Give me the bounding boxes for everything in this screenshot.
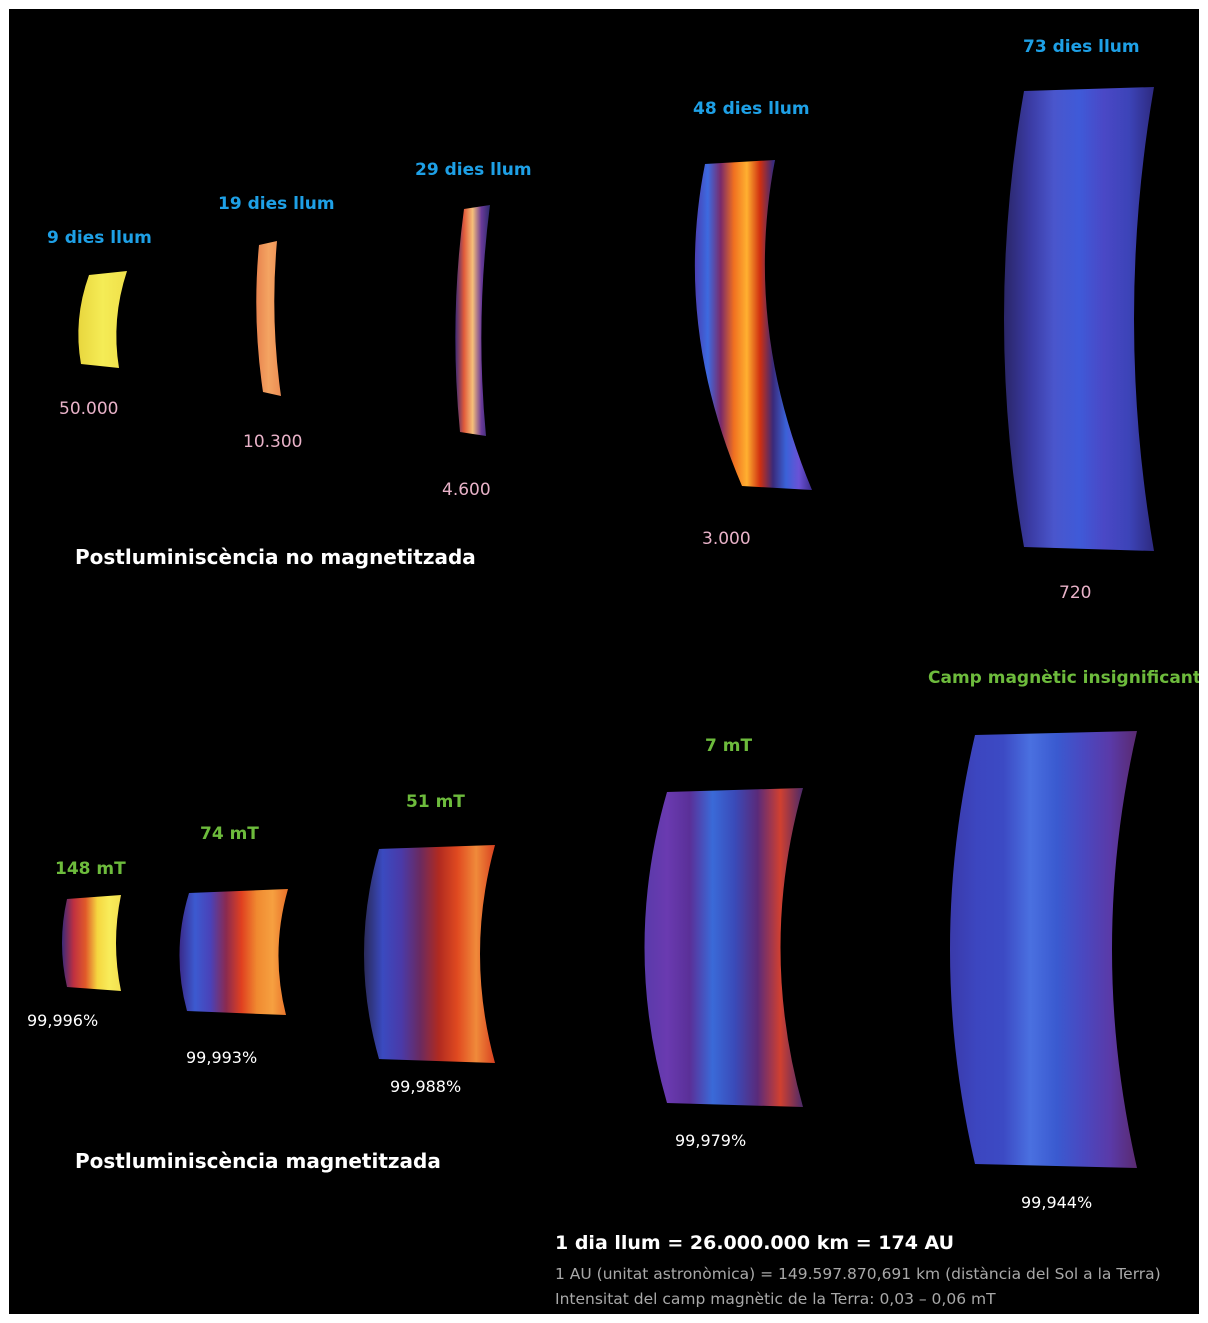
top-value-5: 720	[1059, 583, 1092, 603]
top-label-2: 19 dies llum	[218, 194, 335, 214]
top-label-4: 48 dies llum	[693, 99, 810, 119]
bottom-afterglow-band-4	[644, 788, 803, 1107]
top-value-3: 4.600	[442, 480, 491, 500]
top-afterglow-band-5	[1004, 87, 1154, 551]
top-section-title: Postluminiscència no magnetitzada	[75, 545, 476, 569]
bottom-afterglow-band-2	[179, 889, 288, 1015]
top-value-2: 10.300	[243, 432, 303, 452]
top-afterglow-band-3	[455, 205, 490, 436]
bottom-value-1: 99,996%	[27, 1011, 99, 1030]
bottom-label-3: 51 mT	[406, 792, 465, 812]
bottom-value-5: 99,944%	[1021, 1193, 1093, 1212]
top-label-3: 29 dies llum	[415, 160, 532, 180]
bottom-label-4: 7 mT	[705, 736, 753, 756]
top-value-1: 50.000	[59, 399, 119, 419]
earth-field-note: Intensitat del camp magnètic de la Terra…	[555, 1290, 996, 1308]
top-afterglow-band-2	[256, 241, 281, 396]
arc-bands-layer	[62, 87, 1154, 1168]
bottom-afterglow-band-1	[62, 895, 121, 991]
bottom-afterglow-band-5	[950, 731, 1137, 1168]
bottom-value-2: 99,993%	[186, 1048, 258, 1067]
bottom-label-5: Camp magnètic insignificant	[928, 668, 1199, 688]
conversion-headline: 1 dia llum = 26.000.000 km = 174 AU	[555, 1232, 955, 1254]
top-afterglow-band-4	[694, 160, 812, 490]
top-label-1: 9 dies llum	[47, 228, 152, 248]
bottom-section-title: Postluminiscència magnetitzada	[75, 1149, 441, 1173]
diagram-canvas: 9 dies llum 19 dies llum 29 dies llum 48…	[9, 9, 1199, 1314]
au-definition-note: 1 AU (unitat astronòmica) = 149.597.870,…	[555, 1265, 1161, 1283]
bottom-label-1: 148 mT	[55, 859, 126, 879]
top-afterglow-band-1	[78, 271, 127, 368]
bottom-label-2: 74 mT	[200, 824, 259, 844]
bottom-value-4: 99,979%	[675, 1131, 747, 1150]
top-label-5: 73 dies llum	[1023, 37, 1140, 57]
bottom-afterglow-band-3	[364, 845, 495, 1063]
bottom-value-3: 99,988%	[390, 1077, 462, 1096]
top-value-4: 3.000	[702, 529, 751, 549]
